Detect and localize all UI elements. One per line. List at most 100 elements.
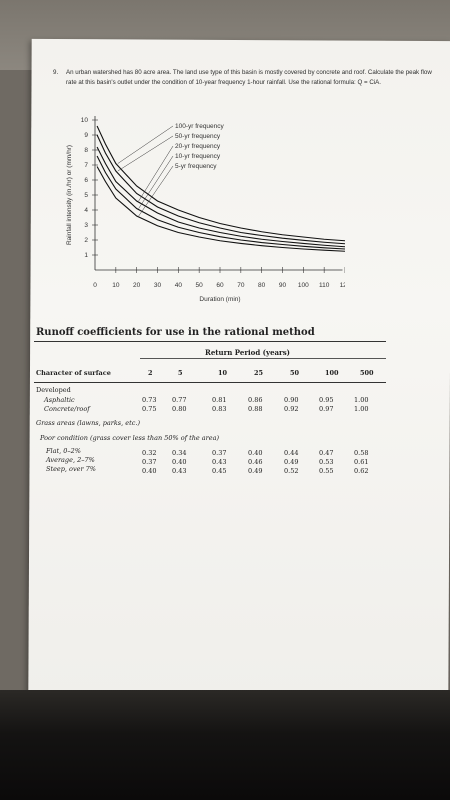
y-tick-label: 7 [84, 162, 88, 169]
return-period-rule [140, 358, 386, 359]
table-row-label: Flat, 0–2% [46, 447, 81, 455]
x-tick-label: 90 [279, 282, 287, 289]
table-cell: 0.73 [142, 396, 157, 404]
legend-leader-line [117, 125, 174, 164]
table-cell: 0.32 [142, 449, 157, 457]
table-row-label: Grass areas (lawns, parks, etc.) [36, 419, 140, 427]
x-tick-label: 110 [319, 282, 330, 289]
col-header-50: 50 [290, 369, 300, 377]
legend-leader-line [117, 135, 174, 172]
table-title: Runoff coefficients for use in the ratio… [36, 327, 315, 338]
table-cell: 0.86 [248, 396, 263, 404]
legend-leader-line [138, 165, 174, 217]
x-tick-label: 80 [258, 282, 266, 289]
legend-label: 50-yr frequency [175, 133, 221, 140]
table-cell: 0.95 [319, 396, 334, 404]
y-tick-label: 6 [84, 177, 88, 184]
x-axis-label: Duration (min) [199, 296, 240, 303]
y-tick-label: 1 [84, 252, 88, 259]
series-line-5yr [96, 166, 346, 252]
table-cell: 0.53 [319, 458, 334, 466]
col-header-10: 10 [218, 369, 228, 377]
legend-label: 100-yr frequency [175, 123, 225, 130]
table-cell: 0.90 [284, 396, 299, 404]
table-cell: 0.97 [319, 405, 334, 413]
x-tick-label: 20 [133, 282, 141, 289]
idf-chart: 0 10 20 30 40 50 60 70 80 90 100 110 120 1 2 3 4 5 6 7 8 9 10 D… [55, 110, 351, 314]
table-cell: 0.44 [284, 449, 299, 457]
table-cell: 0.61 [354, 458, 369, 466]
series-line-20yr [96, 146, 346, 248]
col-header-5: 5 [178, 369, 183, 377]
x-tick-label: 100 [298, 282, 309, 289]
x-tick-label: 30 [154, 282, 162, 289]
x-tick-label: 50 [196, 282, 204, 289]
problem-text: An urban watershed has 80 acre area. The… [66, 69, 432, 86]
table-cell: 0.49 [284, 458, 299, 466]
table-cell: 0.34 [172, 449, 187, 457]
table-cell: 0.52 [284, 467, 299, 475]
series-line-100yr [96, 125, 346, 242]
table-row-label: Average, 2–7% [46, 456, 95, 464]
table-cell: 0.46 [248, 458, 263, 466]
col-header-surface: Character of surface [36, 369, 111, 377]
x-tick-label: 120 [340, 282, 345, 289]
return-period-header: Return Period (years) [205, 348, 290, 357]
table-row-label: Steep, over 7% [46, 465, 96, 473]
dark-table-surface [0, 690, 450, 800]
table-row-label: Poor condition (grass cover less than 50… [40, 434, 220, 442]
table-cell: 0.92 [284, 405, 299, 413]
x-tick-label: 60 [216, 282, 224, 289]
legend-leader-line [138, 155, 174, 209]
table-cell: 0.55 [319, 467, 334, 475]
series-line-50yr [96, 134, 346, 245]
x-tick-label: 40 [175, 282, 183, 289]
table-cell: 0.58 [354, 449, 369, 457]
problem-number: 9. [53, 69, 59, 76]
y-tick-label: 2 [84, 237, 88, 244]
col-header-2: 2 [148, 369, 153, 377]
table-cell: 0.75 [142, 405, 157, 413]
series-line-10yr [96, 155, 346, 250]
y-tick-label: 4 [84, 207, 88, 214]
legend-label: 10-yr frequency [175, 153, 221, 160]
table-cell: 1.00 [354, 396, 369, 404]
idf-chart-svg: 0 10 20 30 40 50 60 70 80 90 100 110 120 1 2 3 4 5 6 7 8 9 10 D… [66, 116, 351, 303]
y-tick-label: 10 [81, 117, 89, 124]
col-header-25: 25 [254, 369, 264, 377]
col-header-100: 100 [325, 369, 339, 377]
header-bottom-rule [34, 382, 386, 383]
table-row-label: Concrete/roof [44, 405, 90, 413]
y-tick-label: 8 [84, 147, 88, 154]
col-header-500: 500 [360, 369, 374, 377]
table-cell: 0.83 [212, 405, 227, 413]
table-cell: 0.45 [212, 467, 227, 475]
table-cell: 1.00 [354, 405, 369, 413]
table-cell: 0.43 [172, 467, 187, 475]
table-cell: 0.43 [212, 458, 227, 466]
problem-statement: 9. An urban watershed has 80 acre area. … [53, 68, 438, 88]
table-cell: 0.62 [354, 467, 369, 475]
table-cell: 0.47 [319, 449, 334, 457]
x-tick-label: 0 [93, 282, 97, 289]
y-tick-label: 9 [84, 132, 88, 139]
table-row-label: Developed [36, 386, 71, 394]
legend-label: 20-yr frequency [175, 143, 221, 150]
legend-label: 5-yr frequency [175, 163, 217, 170]
table-cell: 0.49 [248, 467, 263, 475]
table-cell: 0.80 [172, 405, 187, 413]
x-tick-label: 70 [237, 282, 245, 289]
table-cell: 0.40 [248, 449, 263, 457]
table-cell: 0.37 [142, 458, 157, 466]
table-cell: 0.40 [142, 467, 157, 475]
table-cell: 0.37 [212, 449, 227, 457]
y-axis-label: Rainfall intensity (in./hr) or (mm/hr) [66, 145, 73, 245]
table-cell: 0.81 [212, 396, 227, 404]
table-cell: 0.77 [172, 396, 187, 404]
table-cell: 0.88 [248, 405, 263, 413]
x-tick-label: 10 [112, 282, 120, 289]
legend-leader-line [138, 145, 174, 202]
y-tick-label: 5 [84, 192, 88, 199]
y-tick-label: 3 [84, 222, 88, 229]
